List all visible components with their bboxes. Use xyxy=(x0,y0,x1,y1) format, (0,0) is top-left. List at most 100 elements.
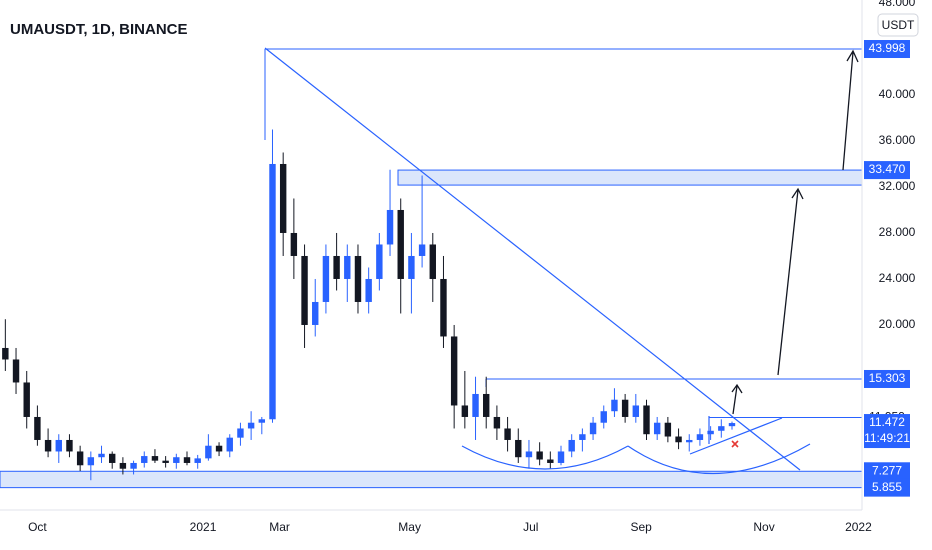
candle-body xyxy=(450,336,458,406)
candle-body xyxy=(579,434,586,440)
x-tick-label: Oct xyxy=(28,520,47,534)
candle-body xyxy=(536,451,543,460)
candle-body xyxy=(418,244,426,256)
candle-body xyxy=(643,405,650,435)
candle-body xyxy=(108,453,116,463)
candle-body xyxy=(194,458,201,463)
price-label-box xyxy=(864,462,910,481)
candle-body xyxy=(547,459,554,463)
x-tick-label: Jul xyxy=(523,520,538,534)
candle-body xyxy=(55,439,62,452)
x-tick-label: Sep xyxy=(630,520,652,534)
arrow xyxy=(731,383,743,415)
candle-body xyxy=(2,347,9,360)
price-label: 33.470 xyxy=(869,162,906,176)
candle-body xyxy=(707,430,714,435)
last-price-label: 11.472 xyxy=(869,415,905,429)
candle-body xyxy=(173,457,180,463)
candle-body xyxy=(162,460,169,463)
candle-body xyxy=(632,405,640,417)
candle-body xyxy=(504,428,511,440)
trend-line xyxy=(264,47,801,471)
price-axis-panel xyxy=(862,0,932,550)
candle-body xyxy=(493,416,501,429)
candle-body xyxy=(279,163,287,233)
candle-body xyxy=(515,439,522,458)
plot-area xyxy=(0,48,863,489)
currency-label: USDT xyxy=(882,18,915,32)
candle-body xyxy=(141,456,148,463)
candle-body xyxy=(568,439,575,452)
x-marker xyxy=(731,440,739,448)
price-label: 15.303 xyxy=(869,371,906,385)
candle-body xyxy=(728,423,736,427)
trend-line xyxy=(689,417,783,455)
price-label-box xyxy=(864,40,910,59)
candle-body xyxy=(226,437,233,452)
candle-body xyxy=(237,428,244,438)
candle-body xyxy=(269,163,276,420)
candle-body xyxy=(344,255,351,279)
candle-body xyxy=(215,445,223,452)
candle-body xyxy=(205,445,212,459)
candle-body xyxy=(653,422,661,435)
candle-body xyxy=(333,255,340,279)
candle-body xyxy=(44,439,52,452)
candle-body xyxy=(621,399,629,417)
candle-body xyxy=(611,399,618,412)
candle-body xyxy=(130,462,137,469)
candle-body xyxy=(312,301,319,325)
candle-body xyxy=(376,244,383,279)
x-tick-label: Nov xyxy=(753,520,774,534)
candle-body xyxy=(183,457,191,463)
x-tick-label: 2021 xyxy=(190,520,217,534)
candle-body xyxy=(98,453,105,458)
candle-body xyxy=(247,422,255,429)
last-price-box xyxy=(864,414,910,449)
candle-body xyxy=(461,405,469,417)
candle-body xyxy=(322,255,330,302)
y-tick-label: 32.000 xyxy=(879,179,916,193)
currency-button[interactable] xyxy=(877,13,919,37)
candle-body xyxy=(397,209,404,279)
candle-body xyxy=(365,278,372,302)
x-tick-label: May xyxy=(398,520,421,534)
y-tick-label: 24.000 xyxy=(879,271,916,285)
countdown: 11:49:21 xyxy=(864,431,910,445)
candle-body xyxy=(696,434,704,440)
candle-body xyxy=(290,232,298,256)
candle-body xyxy=(301,255,308,325)
candle-body xyxy=(87,457,95,466)
y-tick-label: 48.000 xyxy=(879,0,916,9)
x-tick-label: Mar xyxy=(269,520,290,534)
candle-body xyxy=(119,462,127,469)
candle-body xyxy=(600,411,607,423)
candle-body xyxy=(386,209,394,245)
price-label: 5.855 xyxy=(872,480,902,494)
candle-body xyxy=(34,416,41,440)
candle-body xyxy=(675,436,682,443)
candle-body xyxy=(483,393,490,417)
candle-body xyxy=(525,451,533,458)
arc xyxy=(627,443,811,475)
y-tick-label: 36.000 xyxy=(879,133,916,147)
y-tick-label: 28.000 xyxy=(879,225,916,239)
candle-body xyxy=(23,382,30,417)
y-tick-label: 20.000 xyxy=(879,317,916,331)
candle-body xyxy=(589,422,597,435)
arrow xyxy=(842,49,859,171)
drawings xyxy=(264,47,811,475)
price-label-box xyxy=(864,161,910,180)
price-label-box xyxy=(864,478,910,497)
candle-body xyxy=(429,244,436,279)
price-label-box xyxy=(864,369,910,388)
price-label: 7.277 xyxy=(872,463,902,477)
candle-body xyxy=(472,393,479,417)
candle-body xyxy=(354,255,362,302)
candle-body xyxy=(66,439,73,452)
arrows xyxy=(731,49,859,415)
chart-title: UMAUSDT, 1D, BINANCE xyxy=(10,21,188,38)
candle-body xyxy=(408,255,415,279)
